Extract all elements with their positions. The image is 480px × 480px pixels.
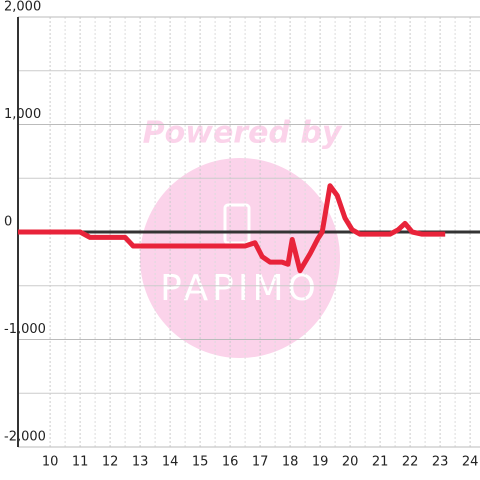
- y-tick-label: -2,000: [4, 430, 46, 445]
- x-tick-label: 20: [342, 455, 359, 470]
- x-tick-label: 15: [192, 455, 209, 470]
- x-tick-label: 10: [42, 455, 59, 470]
- x-tick-label: 18: [282, 455, 299, 470]
- x-tick-label: 17: [252, 455, 269, 470]
- x-tick-label: 21: [372, 455, 389, 470]
- watermark-logo: PAPIMO: [160, 268, 320, 309]
- watermark-circle: [140, 158, 340, 358]
- watermark: Powered by PAPIMO: [140, 116, 343, 358]
- x-tick-label: 23: [432, 455, 449, 470]
- watermark-icon: [223, 203, 251, 245]
- data-line: [18, 183, 446, 274]
- x-tick-label: 24: [462, 455, 479, 470]
- x-tick-label: 22: [402, 455, 419, 470]
- y-tick-label: 2,000: [4, 0, 41, 15]
- y-tick-label: -1,000: [4, 322, 46, 337]
- watermark-title: Powered by: [143, 116, 343, 151]
- x-tick-label: 19: [312, 455, 329, 470]
- x-tick-label: 14: [162, 455, 179, 470]
- x-tick-label: 12: [102, 455, 119, 470]
- y-tick-label: 0: [4, 215, 12, 230]
- x-tick-label: 16: [222, 455, 239, 470]
- x-tick-label: 13: [132, 455, 149, 470]
- x-tick-label: 11: [72, 455, 89, 470]
- y-tick-label: 1,000: [4, 107, 41, 122]
